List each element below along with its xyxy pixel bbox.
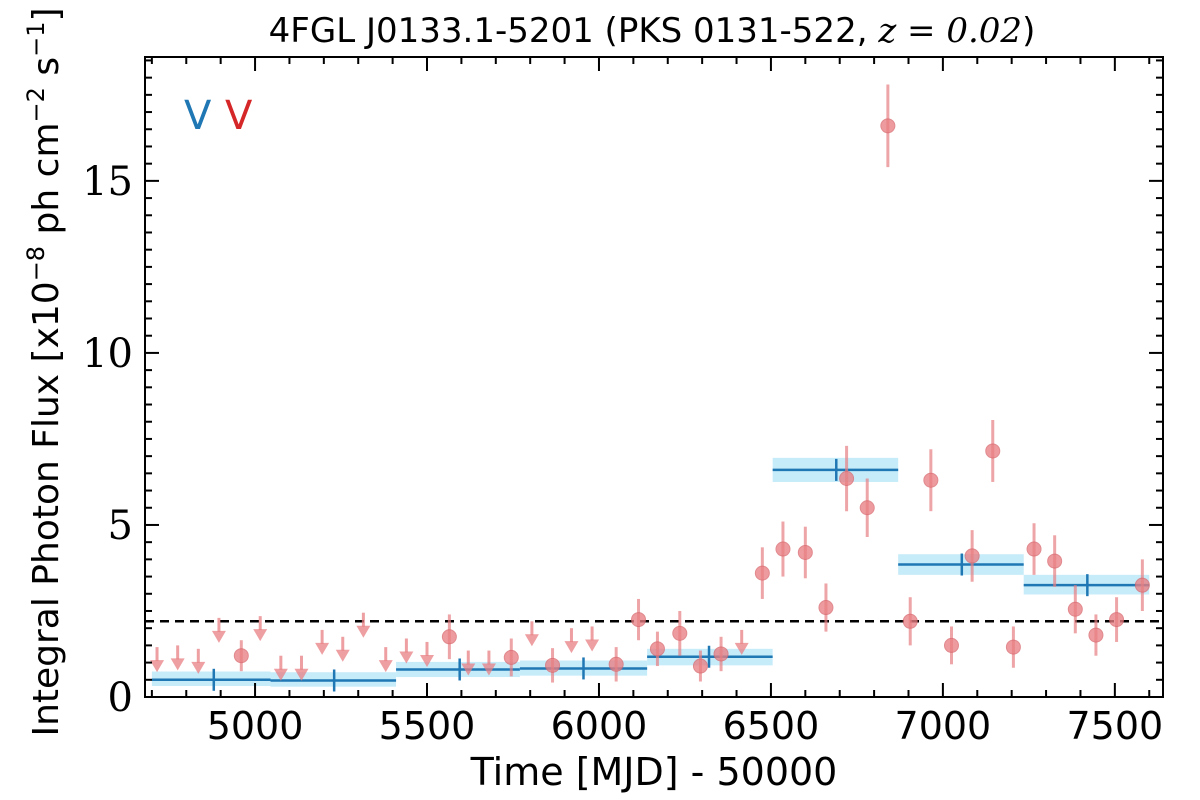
detection-point-17: [902, 613, 918, 629]
upper-limit-arrow-17: [585, 639, 600, 652]
plot-area: 5000 5500 6000 6500 7000 7500 0 5 10 15: [82, 56, 1164, 748]
upper-limit-arrow-18: [734, 642, 749, 655]
detection-point-26: [1088, 627, 1104, 643]
detection-point-11: [775, 541, 791, 557]
detection-point-19: [943, 637, 959, 653]
legend-marker-blue: V: [184, 93, 212, 139]
upper-limit-arrow-8: [335, 649, 350, 662]
detection-point-22: [1005, 639, 1021, 655]
upper-limit-arrow-0: [150, 660, 165, 673]
upper-limit-arrow-10: [378, 660, 393, 673]
detection-point-24: [1047, 553, 1063, 569]
detection-point-27: [1109, 612, 1125, 628]
detection-point-5: [631, 612, 647, 628]
x-tick-label-6000: 6000: [551, 704, 648, 748]
detection-point-3: [545, 657, 561, 673]
upper-limit-arrow-4: [253, 629, 268, 642]
detection-point-12: [797, 544, 813, 560]
x-tick-label-5000: 5000: [207, 704, 304, 748]
legend-marker-red: V: [225, 93, 253, 139]
upper-limit-arrow-9: [356, 625, 371, 638]
detection-point-0: [233, 648, 249, 664]
detection-point-7: [672, 625, 688, 641]
upper-limit-arrow-3: [211, 630, 226, 643]
detection-point-16: [880, 118, 896, 134]
detection-point-9: [713, 646, 729, 662]
x-tick-label-7000: 7000: [895, 704, 992, 748]
detection-point-21: [985, 443, 1001, 459]
upper-limit-arrow-1: [170, 658, 185, 671]
upper-limit-arrow-6: [294, 668, 309, 681]
x-tick-label-6500: 6500: [723, 704, 820, 748]
upper-limit-arrow-2: [191, 661, 206, 674]
x-tick-label-7500: 7500: [1066, 704, 1163, 748]
detection-point-20: [964, 548, 980, 564]
detection-point-10: [754, 565, 770, 581]
detection-point-13: [818, 600, 834, 616]
detection-point-4: [608, 656, 624, 672]
y-tick-label-5: 5: [108, 503, 133, 549]
detection-point-6: [649, 641, 665, 657]
upper-limit-arrow-16: [564, 641, 579, 654]
detection-point-23: [1026, 541, 1042, 557]
y-axis-label: Integral Photon Flux [x10−8 ph cm−2 s−1]: [22, 7, 67, 736]
upper-limit-arrow-5: [273, 668, 288, 681]
detection-point-15: [859, 500, 875, 516]
axes-frame: [144, 56, 1164, 698]
x-axis-label: Time [MJD] - 50000: [470, 750, 838, 794]
detection-point-8: [692, 658, 708, 674]
detection-point-18: [923, 472, 939, 488]
chart-title: 4FGL J0133.1-5201 (PKS 0131-522, z = 0.0…: [269, 11, 1036, 51]
detection-point-2: [503, 649, 519, 665]
upper-limit-arrow-12: [420, 654, 435, 667]
detection-point-25: [1067, 601, 1083, 617]
upper-limit-arrow-14: [481, 663, 496, 676]
detection-point-14: [839, 471, 855, 487]
y-tick-label-15: 15: [82, 159, 133, 205]
upper-limit-arrow-13: [461, 663, 476, 676]
upper-limit-arrow-15: [524, 634, 539, 647]
upper-limit-arrow-11: [399, 651, 414, 664]
y-tick-label-0: 0: [108, 675, 133, 721]
x-tick-label-5500: 5500: [379, 704, 476, 748]
detection-point-28: [1134, 577, 1150, 593]
detection-point-1: [441, 629, 457, 645]
upper-limit-arrow-7: [315, 642, 330, 655]
y-tick-label-10: 10: [82, 331, 133, 377]
plot-marks: [145, 84, 1163, 692]
